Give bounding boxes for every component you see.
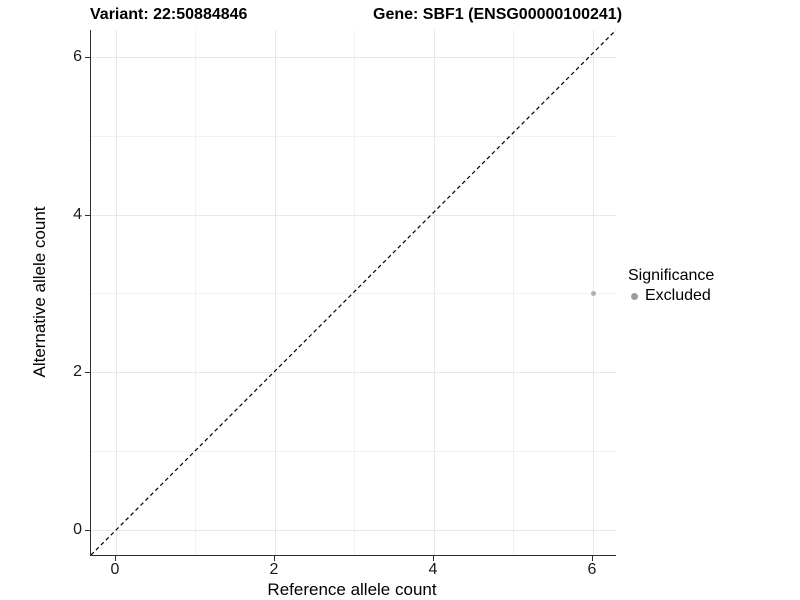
scatter-point-excluded: [591, 291, 596, 296]
plot-panel: [90, 30, 616, 556]
legend-key-dot-icon: [631, 292, 638, 300]
x-tick-4: [433, 556, 434, 561]
x-tick-label-4: 4: [428, 561, 438, 578]
y-tick-label-4: 4: [73, 206, 82, 223]
plot-title-gene: Gene: SBF1 (ENSG00000100241): [373, 6, 623, 23]
y-tick-label-6: 6: [73, 48, 82, 65]
legend-entry-excluded: Excluded: [628, 287, 714, 305]
gridline-x1: [195, 30, 196, 555]
gridline-y0: [91, 530, 616, 531]
x-axis-title: Reference allele count: [267, 580, 437, 599]
x-tick-0: [115, 556, 116, 561]
x-tick-label-0: 0: [110, 561, 120, 578]
x-tick-label-6: 6: [587, 561, 597, 578]
plot-title-variant: Variant: 22:50884846: [90, 6, 248, 23]
legend-entry-label: Excluded: [645, 287, 711, 304]
y-tick-label-2: 2: [73, 363, 82, 380]
x-tick-label-2: 2: [269, 561, 279, 578]
x-tick-2: [274, 556, 275, 561]
y-tick-2: [85, 372, 90, 373]
gridline-x2: [275, 30, 276, 555]
gridline-x0: [116, 30, 117, 555]
gridline-x4: [434, 30, 435, 555]
identity-dashed-line: [91, 30, 616, 555]
y-tick-4: [85, 215, 90, 216]
y-tick-label-0: 0: [73, 521, 82, 538]
gridline-y1: [91, 451, 616, 452]
y-tick-0: [85, 530, 90, 531]
legend-title: Significance: [628, 267, 715, 284]
gridline-y3: [91, 293, 616, 294]
x-tick-6: [592, 556, 593, 561]
y-axis-title: Alternative allele count: [30, 206, 49, 378]
legend: Significance Excluded: [628, 267, 714, 305]
y-tick-6: [85, 57, 90, 58]
gridline-x5: [513, 30, 514, 555]
gridline-y2: [91, 372, 616, 373]
gridline-y5: [91, 136, 616, 137]
gridline-y6: [91, 57, 616, 58]
gridline-x3: [354, 30, 355, 555]
gridline-y4: [91, 215, 616, 216]
